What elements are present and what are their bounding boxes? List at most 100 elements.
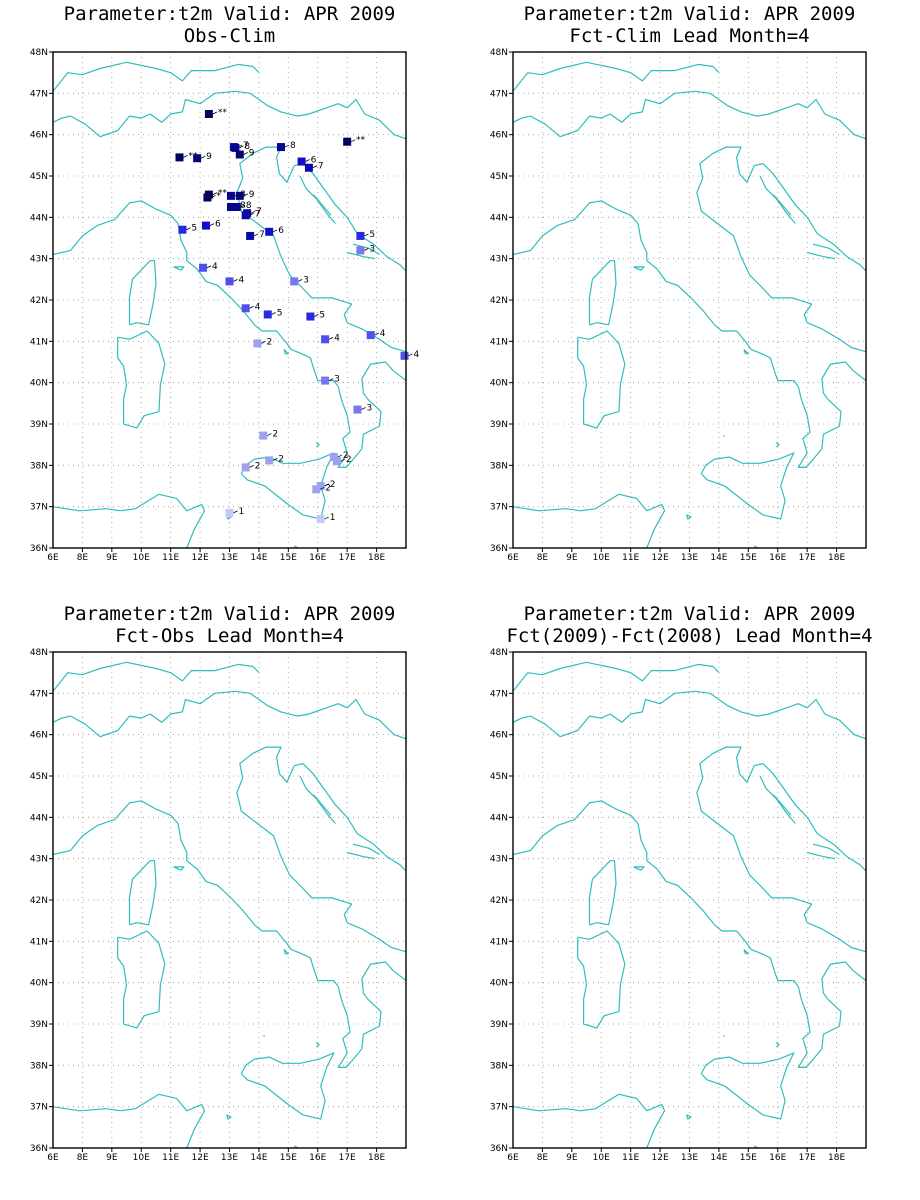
lat-tick-label: 36N: [30, 1144, 48, 1154]
lat-tick-label: 46N: [30, 131, 48, 141]
lat-tick-label: 38N: [490, 461, 508, 471]
coastline-aeolian: [775, 442, 780, 448]
station-tick: [284, 144, 290, 148]
coastline-aeolian: [315, 442, 320, 448]
coastline-alps: [513, 690, 866, 740]
coastline-pantelleria: [686, 1114, 692, 1120]
lon-tick-label: 18E: [368, 553, 385, 563]
panel-title-line1: Parameter:t2m Valid: APR 2009: [64, 603, 396, 625]
lat-tick-label: 37N: [30, 503, 48, 513]
coastline-switz: [513, 661, 720, 692]
lat-tick-label: 38N: [30, 1061, 48, 1071]
station-value-label: 4: [334, 333, 340, 343]
coastline-elba: [173, 266, 185, 271]
lat-tick-label: 48N: [490, 648, 508, 658]
station-marker: [253, 339, 262, 348]
coastline-africa: [120, 1093, 206, 1148]
station-marker: [193, 154, 202, 163]
station-value-label: 3: [366, 404, 372, 414]
lon-tick-label: 13E: [681, 1153, 698, 1163]
lon-tick-label: 10E: [133, 553, 150, 563]
station-marker: [400, 351, 409, 360]
station-value-label: 2: [325, 483, 331, 493]
station-marker: [226, 191, 235, 200]
panel-title-line1: Parameter:t2m Valid: APR 2009: [524, 3, 856, 25]
station-marker: [226, 203, 235, 211]
lon-tick-label: 18E: [368, 1153, 385, 1163]
coastline-italy_e: [696, 146, 866, 353]
coastline-dalm_c: [352, 243, 380, 256]
lon-tick-label: 6E: [507, 553, 519, 563]
station-marker: [241, 304, 250, 313]
coastline-sardinia: [117, 930, 166, 1029]
coastline-italy_w: [513, 800, 866, 1068]
coastline-ustica: [263, 1035, 266, 1037]
lon-tick-label: 11E: [162, 1153, 179, 1163]
coastline-capri: [283, 349, 289, 355]
station-value-label: 4: [380, 329, 386, 339]
station-marker: [265, 456, 274, 465]
lon-tick-label: 13E: [221, 1153, 238, 1163]
station-tick: [186, 227, 191, 231]
coastline-dalm_d: [807, 851, 836, 860]
lat-tick-label: 45N: [30, 772, 48, 782]
lon-tick-label: 11E: [622, 553, 639, 563]
coastline-pantelleria: [686, 514, 692, 520]
station-value-label: 1: [330, 513, 336, 523]
coastline-alps: [53, 90, 406, 140]
station-marker: [304, 163, 313, 172]
station-marker: [263, 310, 272, 319]
lat-tick-label: 43N: [490, 255, 508, 265]
station-value-label: **: [218, 189, 228, 199]
station-marker: [290, 277, 299, 286]
lon-tick-label: 17E: [799, 553, 816, 563]
station-tick: [250, 210, 256, 214]
station-value-label: 5: [319, 311, 325, 321]
station-tick: [200, 155, 206, 159]
lon-tick-label: 16E: [769, 553, 786, 563]
lat-tick-label: 36N: [490, 544, 508, 554]
coastline-dalm_c: [812, 843, 840, 856]
coastline-aeolian: [315, 1042, 320, 1048]
station-tick: [271, 312, 276, 315]
lon-tick-label: 8E: [537, 1153, 549, 1163]
coastline-ustica: [723, 1035, 726, 1037]
station-value-label: 7: [259, 230, 265, 240]
lat-tick-label: 48N: [30, 48, 48, 58]
lat-tick-label: 40N: [30, 979, 48, 989]
station-tick: [211, 195, 216, 198]
coastline-elba: [633, 266, 645, 271]
panel-title-line1: Parameter:t2m Valid: APR 2009: [64, 3, 396, 25]
station-tick: [249, 305, 254, 309]
station-marker: [178, 225, 187, 234]
coastline-alps: [513, 90, 866, 140]
station-value-label: 3: [369, 244, 375, 254]
station-tick: [328, 378, 334, 381]
coastline-corsica: [588, 260, 617, 326]
station-value-label: 9: [206, 152, 212, 162]
station-marker: [246, 231, 255, 240]
panel-title-line2: Fct(2009)-Fct(2008) Lead Month=4: [506, 625, 872, 647]
lat-tick-label: 46N: [490, 131, 508, 141]
station-tick: [408, 353, 413, 357]
station-tick: [273, 229, 278, 233]
coastline-sardinia: [117, 330, 166, 429]
coastline-capri: [743, 949, 749, 955]
station-value-label: 2: [266, 337, 272, 347]
coastline-italy_w: [513, 200, 866, 468]
station-marker: [276, 143, 285, 152]
map-panel-obs-clim: Parameter:t2m Valid: APR 2009Obs-Clim***…: [30, 3, 420, 563]
lon-tick-label: 12E: [652, 553, 669, 563]
station-value-label: 4: [212, 262, 218, 272]
station-tick: [328, 336, 334, 340]
station-tick: [320, 486, 325, 490]
lat-tick-label: 47N: [490, 89, 508, 99]
lon-tick-label: 12E: [192, 1153, 209, 1163]
lon-tick-label: 6E: [47, 1153, 59, 1163]
lon-tick-label: 14E: [250, 1153, 267, 1163]
coastline-dalm_c: [812, 243, 840, 256]
station-tick: [261, 341, 266, 344]
station-marker: [265, 227, 274, 236]
